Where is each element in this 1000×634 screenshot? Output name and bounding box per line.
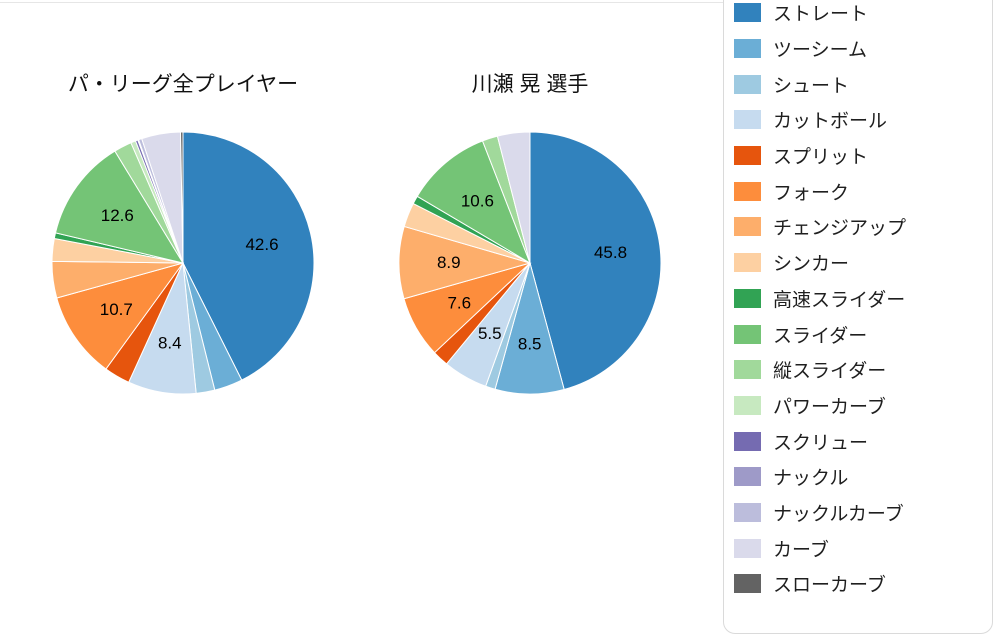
legend-swatch-icon (734, 217, 761, 237)
legend-item-1[interactable]: ツーシーム (734, 31, 992, 67)
pie-slice-スローカーブ[interactable] (180, 131, 184, 264)
legend-list: ストレートツーシームシュートカットボール スプリットフォークチェンジアップ シンカー… (734, 0, 992, 602)
pie-value-label: 5.5 (478, 324, 502, 343)
legend-item-10[interactable]: 縦スライダー (734, 352, 992, 388)
legend-swatch-icon (734, 467, 761, 487)
legend-item-12[interactable]: スクリュー (734, 423, 992, 459)
legend-swatch-icon (734, 39, 761, 59)
legend-item-6[interactable]: チェンジアップ (734, 209, 992, 245)
chart-title-player: 川瀬 晃 選手 (471, 73, 589, 96)
legend-swatch-icon (734, 146, 761, 166)
legend-item-15[interactable]: カーブ (734, 530, 992, 566)
legend-swatch-icon (734, 395, 761, 415)
pie-slice-カーブ[interactable] (496, 131, 531, 264)
legend-swatch-icon (734, 74, 761, 94)
legend-swatch-icon (734, 360, 761, 380)
pitch-type-legend: ストレートツーシームシュートカットボール スプリットフォークチェンジアップ シンカー… (723, 0, 993, 634)
legend-swatch-icon (734, 324, 761, 344)
legend-swatch-icon (734, 574, 761, 594)
legend-label: シュート (773, 75, 850, 97)
pie-slice-ストレート[interactable] (529, 131, 662, 391)
pie-slice-ストレート[interactable] (182, 131, 315, 381)
legend-label: パワーカーブ (773, 396, 886, 418)
legend-label: カットボール (773, 111, 888, 133)
pie-player-canvas: 45.8 8.5 5.5 7.6 8.9 10.6 (398, 131, 662, 395)
legend-item-8[interactable]: 高速スライダー (734, 281, 992, 317)
legend-label: ストレート (773, 4, 869, 26)
legend-swatch-icon (734, 538, 761, 558)
legend-label: スクリュー (773, 432, 869, 454)
legend-item-4[interactable]: スプリット (734, 138, 992, 174)
legend-label: フォーク (773, 182, 850, 204)
pie-slice-スライダー[interactable] (54, 150, 185, 264)
pie-value-label: 12.6 (101, 206, 134, 225)
pie-value-label: 45.8 (594, 243, 627, 262)
legend-item-0[interactable]: ストレート (734, 0, 992, 31)
legend-label: カーブ (773, 539, 829, 561)
legend-item-11[interactable]: パワーカーブ (734, 388, 992, 424)
legend-item-7[interactable]: シンカー (734, 245, 992, 281)
top-divider (0, 2, 988, 3)
legend-swatch-icon (734, 288, 761, 308)
legend-item-2[interactable]: シュート (734, 66, 992, 102)
legend-label: スライダー (773, 325, 868, 347)
legend-item-9[interactable]: スライダー (734, 316, 992, 352)
pie-value-label: 8.5 (518, 335, 542, 354)
chart-title-league: パ・リーグ全プレイヤー (67, 73, 299, 96)
legend-item-5[interactable]: フォーク (734, 173, 992, 209)
pie-slice-スライダー[interactable] (416, 140, 531, 265)
pie-chart-player: 川瀬 晃 選手 45.8 8.5 5.5 7.6 8.9 10.6 (390, 70, 670, 403)
legend-label: 高速スライダー (773, 289, 906, 311)
pie-value-label: 8.9 (437, 253, 461, 272)
pie-value-label: 10.7 (100, 300, 133, 319)
legend-label: シンカー (773, 254, 850, 276)
legend-label: 縦スライダー (773, 361, 887, 383)
legend-label: ツーシーム (773, 40, 868, 62)
legend-label: チェンジアップ (773, 218, 907, 240)
pie-chart-league: パ・リーグ全プレイヤー 42.6 8.4 10.7 12.6 (43, 70, 323, 403)
legend-label: ナックル (773, 468, 849, 490)
legend-item-13[interactable]: ナックル (734, 459, 992, 495)
legend-swatch-icon (734, 502, 761, 522)
legend-swatch-icon (734, 431, 761, 451)
pie-value-label: 42.6 (245, 235, 278, 254)
pie-value-label: 7.6 (447, 294, 471, 313)
pie-value-label: 10.6 (461, 192, 494, 211)
legend-swatch-icon (734, 181, 761, 201)
pie-value-label: 8.4 (158, 334, 182, 353)
legend-label: ナックルカーブ (773, 503, 904, 525)
legend-swatch-icon (734, 3, 761, 23)
legend-item-16[interactable]: スローカーブ (734, 566, 992, 602)
pie-league-canvas: 42.6 8.4 10.7 12.6 (51, 131, 315, 395)
legend-swatch-icon (734, 253, 761, 273)
legend-label: スプリット (773, 147, 869, 169)
legend-label: スローカーブ (773, 575, 886, 597)
legend-item-3[interactable]: カットボール (734, 102, 992, 138)
legend-swatch-icon (734, 110, 761, 130)
legend-item-14[interactable]: ナックルカーブ (734, 495, 992, 531)
